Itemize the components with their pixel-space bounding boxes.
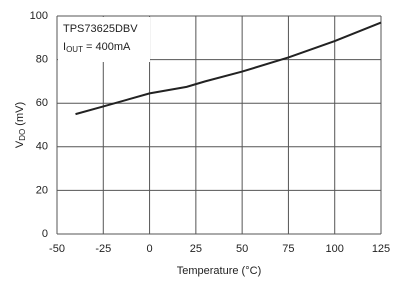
y-label-sub: DO (18, 129, 27, 141)
annotation-rest: = 400mA (83, 41, 131, 53)
y-tick-label: 20 (36, 184, 48, 196)
y-tick-label: 100 (30, 10, 48, 22)
y-label-main: V (14, 140, 26, 148)
annotation-sub: OUT (66, 45, 83, 54)
y-axis-label: VDO (mV) (14, 102, 27, 148)
data-line (75, 21, 382, 116)
y-tick-label: 0 (42, 228, 48, 240)
y-tick-label: 40 (36, 141, 48, 153)
x-tick-label: 100 (326, 243, 344, 255)
x-tick-label: -25 (95, 243, 111, 255)
y-label-rest: (mV) (14, 102, 26, 129)
x-axis-label: Temperature (°C) (177, 265, 261, 277)
y-tick-label: 80 (36, 54, 48, 66)
annotation-main: I (63, 41, 66, 53)
annotation-box (58, 17, 150, 62)
y-tick-label: 60 (36, 97, 48, 109)
x-tick-label: -50 (49, 243, 65, 255)
x-tick-label: 75 (282, 243, 294, 255)
x-tick-label: 25 (190, 243, 202, 255)
annotation-line2: IOUT = 400mA (63, 41, 131, 54)
x-tick-label: 0 (147, 243, 153, 255)
annotation-line1: TPS73625DBV (63, 23, 138, 35)
x-tick-label: 50 (236, 243, 248, 255)
x-tick-label: 125 (372, 243, 390, 255)
